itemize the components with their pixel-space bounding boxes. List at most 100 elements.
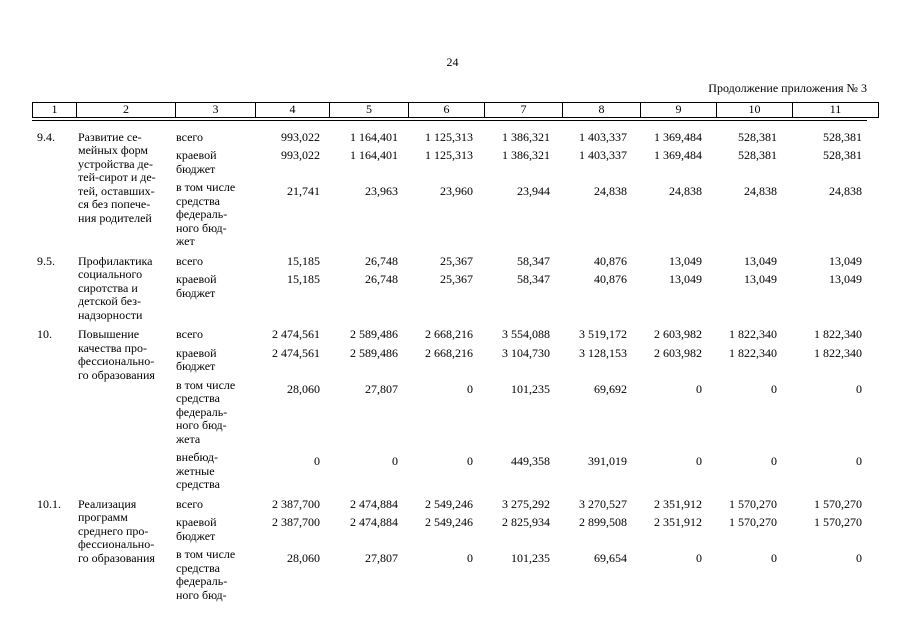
value-cell: 3 519,172 (579, 327, 627, 341)
text-line: внебюд- (176, 450, 218, 464)
text-line: всего (176, 327, 204, 341)
text-line: го образования (78, 367, 155, 382)
funding-entry: в том числе средства федераль-ного бюд- 28,… (173, 547, 867, 602)
value-cell: 528,381 (738, 129, 777, 144)
value-cell: 391,019 (588, 454, 627, 468)
value-cell: 0 (696, 381, 702, 396)
value-row: 28,060 27,807 0 101,235 69,654 0 0 0 (252, 551, 867, 566)
funding-type-label: краевой бюджет (173, 346, 252, 374)
value-cell: 24,838 (669, 184, 702, 198)
value-cell: 0 (771, 551, 777, 565)
funding-type-label: в том числе средства федераль-ного бюд-жет (173, 180, 252, 249)
value-cell: 1 386,321 (502, 129, 550, 144)
funding-type-label: внебюд-жетные средства (173, 450, 252, 492)
table-body: 9.4. Развитие се-мейных форм устройства де… (32, 129, 867, 603)
row-title: Профилактика социального сиротства и детско… (75, 254, 173, 323)
value-cell: 449,358 (511, 454, 550, 468)
column-header-9: 9 (640, 102, 717, 118)
value-cell: 1 570,270 (729, 496, 777, 511)
value-cell: 2 899,508 (579, 515, 627, 529)
value-cell: 2 351,912 (654, 515, 702, 529)
text-line: сиротства и (78, 280, 138, 295)
row-entries: всего 15,185 26,748 25,367 58,347 40,876 13,04… (173, 253, 867, 301)
value-cell: 0 (696, 551, 702, 565)
text-line: всего (176, 496, 204, 511)
value-cell: 24,838 (744, 184, 777, 198)
text-line: тей-сирот и де- (78, 170, 156, 184)
text-line: федераль- (176, 207, 228, 221)
funding-entry: в том числе средства федераль-ного бюд-жет… (173, 180, 867, 249)
value-row: 21,741 23,963 23,960 23,944 24,838 24,838 24,8… (252, 184, 867, 199)
value-cell: 27,807 (365, 551, 398, 565)
text-line: федераль- (176, 404, 228, 419)
appendix-continuation-label: Продолжение приложения № 3 (708, 80, 867, 95)
text-line: детской без- (78, 294, 141, 308)
value-row: 2 387,700 2 474,884 2 549,246 2 825,934 2 89… (252, 515, 867, 530)
text-line: устройства де- (78, 156, 153, 171)
value-cell: 3 554,088 (502, 327, 550, 341)
text-line: го образования (78, 550, 155, 565)
text-line: средства (176, 477, 221, 491)
value-cell: 25,367 (440, 253, 473, 268)
funding-type-label: краевой бюджет (173, 515, 252, 543)
row-entries: всего 2 474,561 2 589,486 2 668,216 3 554,08… (173, 327, 867, 492)
row-entries: всего 993,022 1 164,401 1 125,313 1 386,321 1… (173, 129, 867, 249)
text-line: в том числе (176, 180, 236, 194)
value-cell: 3 104,730 (502, 345, 550, 360)
value-cell: 1 125,313 (425, 148, 473, 162)
text-line: бюджет (176, 161, 216, 176)
value-cell: 0 (771, 454, 777, 468)
value-row: 0 0 0 449,358 391,019 0 0 0 (252, 454, 867, 469)
value-cell: 1 570,270 (729, 515, 777, 529)
text-line: краевой (176, 515, 217, 529)
value-cell: 1 164,401 (350, 129, 398, 144)
value-cell: 13,049 (669, 272, 702, 286)
value-cell: 0 (314, 454, 320, 468)
row-number: 9.5. (37, 253, 55, 268)
column-header-6: 6 (408, 102, 485, 118)
value-cell: 2 474,561 (272, 327, 320, 341)
text-line: ного бюд- (176, 418, 227, 432)
text-line: Повышение (78, 327, 140, 341)
funding-entry: всего 2 474,561 2 589,486 2 668,216 3 554,08… (173, 327, 867, 342)
text-line: всего (176, 253, 204, 268)
value-cell: 40,876 (594, 253, 627, 268)
value-cell: 25,367 (440, 272, 473, 286)
text-line: ся без попече- (78, 197, 151, 211)
text-line: социального (78, 267, 143, 281)
text-line: фессионально- (78, 537, 155, 551)
value-cell: 0 (467, 551, 473, 565)
value-row: 993,022 1 164,401 1 125,313 1 386,321 1 403,… (252, 148, 867, 163)
funding-type-label: краевой бюджет (173, 272, 252, 300)
value-cell: 2 668,216 (425, 327, 473, 341)
funding-type-label: в том числе средства федераль-ного бюд-жет… (173, 377, 252, 447)
value-cell: 0 (467, 381, 473, 396)
funding-entry: всего 2 387,700 2 474,884 2 549,246 3 275,29… (173, 496, 867, 512)
value-row: 28,060 27,807 0 101,235 69,692 0 0 0 (252, 381, 867, 397)
text-line: мейных форм (78, 143, 149, 157)
text-line: краевой (176, 272, 217, 286)
value-cell: 2 668,216 (425, 345, 473, 360)
value-cell: 21,741 (287, 184, 320, 198)
row-number: 9.4. (37, 129, 55, 144)
value-cell: 0 (467, 454, 473, 468)
value-cell: 993,022 (281, 129, 320, 144)
value-cell: 24,838 (594, 184, 627, 198)
column-number-row: 1 2 3 4 5 6 7 8 9 10 11 (32, 102, 879, 118)
row-title: Развитие се-мейных форм устройства де-тей… (75, 130, 173, 226)
table-row-9-5: 9.5. Профилактика социального сиротства и де… (32, 253, 867, 323)
value-cell: 28,060 (287, 551, 320, 565)
value-cell: 3 275,292 (502, 496, 550, 511)
row-number: 10.1. (37, 496, 61, 511)
value-cell: 13,049 (744, 272, 777, 286)
value-row: 15,185 26,748 25,367 58,347 40,876 13,049 13,0… (252, 253, 867, 269)
value-cell: 26,748 (365, 272, 398, 286)
value-cell: 0 (856, 381, 862, 396)
value-row: 2 387,700 2 474,884 2 549,246 3 275,292 3 27… (252, 496, 867, 512)
value-cell: 2 825,934 (502, 515, 550, 529)
text-line: краевой (176, 148, 217, 162)
value-cell: 101,235 (511, 381, 550, 396)
text-line: всего (176, 129, 204, 144)
text-line: в том числе (176, 377, 236, 392)
value-cell: 993,022 (281, 148, 320, 162)
